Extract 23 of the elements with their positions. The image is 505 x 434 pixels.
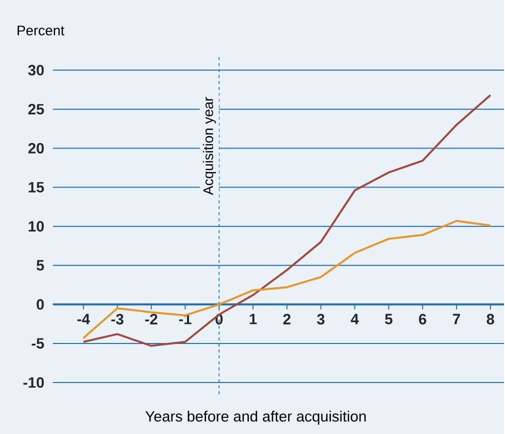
x-tick-label: 4: [350, 314, 359, 324]
x-tick-label: 2: [283, 314, 290, 324]
y-tick-label: -10: [23, 377, 44, 388]
x-tick-label: 6: [419, 314, 426, 324]
y-tick-label: 25: [28, 104, 44, 114]
y-tick-label: 5: [36, 260, 44, 270]
x-tick-label: 7: [453, 314, 460, 324]
y-axis-title: Percent: [18, 26, 64, 36]
y-tick-label: 30: [28, 64, 44, 76]
x-tick-label: -2: [145, 314, 158, 324]
x-axis-title: Years before and after acquisition: [145, 410, 366, 425]
y-tick-label: 0: [36, 299, 44, 310]
x-tick-label: 5: [384, 314, 392, 324]
x-tick-label: 1: [250, 314, 257, 324]
y-tick-label: 20: [28, 142, 44, 154]
y-tick-label: 15: [28, 182, 44, 192]
x-tick-label: -4: [77, 314, 90, 324]
y-tick-label: 10: [28, 220, 44, 232]
y-tick-label: -5: [32, 338, 44, 349]
x-tick-label: -3: [111, 314, 124, 324]
x-tick-label: 3: [317, 314, 324, 324]
x-tick-label: 8: [486, 314, 494, 324]
ref-line-label: Acquisition year: [202, 96, 216, 195]
